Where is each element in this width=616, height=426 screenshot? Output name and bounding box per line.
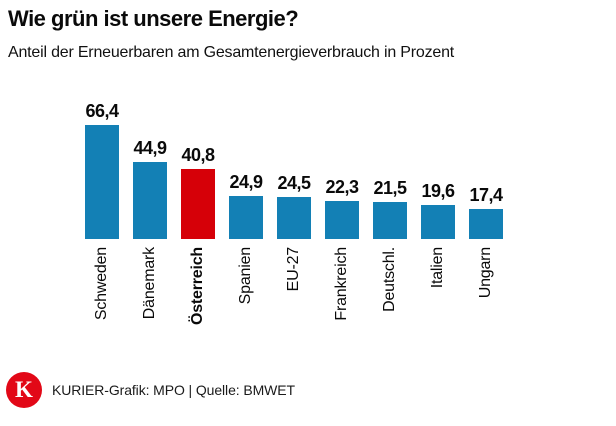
bar-chart: 66,4 Schweden 44,9 Dänemark 40,8 Österreich 24… bbox=[78, 94, 510, 344]
bar-value-label: 44,9 bbox=[133, 138, 167, 158]
x-tick-area: Dänemark bbox=[126, 239, 174, 344]
bar-value-label: 24,5 bbox=[277, 173, 311, 193]
bar-column: 44,9 Dänemark bbox=[126, 94, 174, 344]
bar-column: 19,6 Italien bbox=[414, 94, 462, 344]
bar-value-label: 66,4 bbox=[85, 101, 119, 121]
credit-line: KURIER-Grafik: MPO | Quelle: BMWET bbox=[52, 382, 295, 398]
x-tick-area: Spanien bbox=[222, 239, 270, 344]
x-tick-label: Spanien bbox=[237, 247, 254, 305]
x-tick-label: Frankreich bbox=[333, 247, 350, 321]
bar bbox=[469, 209, 503, 239]
x-tick-label: Dänemark bbox=[141, 247, 158, 320]
bar-area: 19,6 bbox=[414, 94, 462, 239]
bar-area: 66,4 bbox=[78, 94, 126, 239]
bar-column: 24,5 EU-27 bbox=[270, 94, 318, 344]
x-tick-label: Schweden bbox=[93, 247, 110, 321]
kurier-logo-icon: K bbox=[6, 372, 42, 408]
chart-subtitle: Anteil der Erneuerbaren am Gesamtenergie… bbox=[8, 44, 455, 61]
bar-area: 17,4 bbox=[462, 94, 510, 239]
bar-value-label: 21,5 bbox=[373, 178, 407, 198]
bar-area: 21,5 bbox=[366, 94, 414, 239]
bar bbox=[421, 205, 455, 239]
x-tick-label: Ungarn bbox=[477, 247, 494, 299]
bar-area: 40,8 bbox=[174, 94, 222, 239]
bar bbox=[277, 197, 311, 239]
bar bbox=[373, 202, 407, 239]
x-tick-area: Schweden bbox=[78, 239, 126, 344]
bar-column: 22,3 Frankreich bbox=[318, 94, 366, 344]
bar-value-label: 40,8 bbox=[181, 145, 215, 165]
bar-column: 24,9 Spanien bbox=[222, 94, 270, 344]
x-tick-label: EU-27 bbox=[285, 247, 302, 292]
x-tick-area: Ungarn bbox=[462, 239, 510, 344]
bar-value-label: 22,3 bbox=[325, 177, 359, 197]
x-tick-area: EU-27 bbox=[270, 239, 318, 344]
bar-value-label: 24,9 bbox=[229, 172, 263, 192]
bar-column: 40,8 Österreich bbox=[174, 94, 222, 344]
bar-area: 24,9 bbox=[222, 94, 270, 239]
x-tick-area: Deutschl. bbox=[366, 239, 414, 344]
x-tick-label: Deutschl. bbox=[381, 247, 398, 312]
bar-value-label: 19,6 bbox=[421, 181, 455, 201]
bar-column: 66,4 Schweden bbox=[78, 94, 126, 344]
bar-area: 22,3 bbox=[318, 94, 366, 239]
x-tick-label: Österreich bbox=[189, 247, 206, 326]
bar-column: 21,5 Deutschl. bbox=[366, 94, 414, 344]
bar bbox=[325, 201, 359, 239]
bar-highlight bbox=[181, 169, 215, 239]
bar-value-label: 17,4 bbox=[469, 185, 503, 205]
bar bbox=[133, 162, 167, 239]
x-tick-area: Italien bbox=[414, 239, 462, 344]
x-tick-area: Frankreich bbox=[318, 239, 366, 344]
bar bbox=[85, 125, 119, 239]
chart-title: Wie grün ist unsere Energie? bbox=[8, 6, 299, 31]
footer: K KURIER-Grafik: MPO | Quelle: BMWET bbox=[6, 372, 295, 408]
x-tick-label: Italien bbox=[429, 247, 446, 289]
bar bbox=[229, 196, 263, 239]
x-tick-area: Österreich bbox=[174, 239, 222, 344]
bar-area: 24,5 bbox=[270, 94, 318, 239]
bar-area: 44,9 bbox=[126, 94, 174, 239]
bar-column: 17,4 Ungarn bbox=[462, 94, 510, 344]
